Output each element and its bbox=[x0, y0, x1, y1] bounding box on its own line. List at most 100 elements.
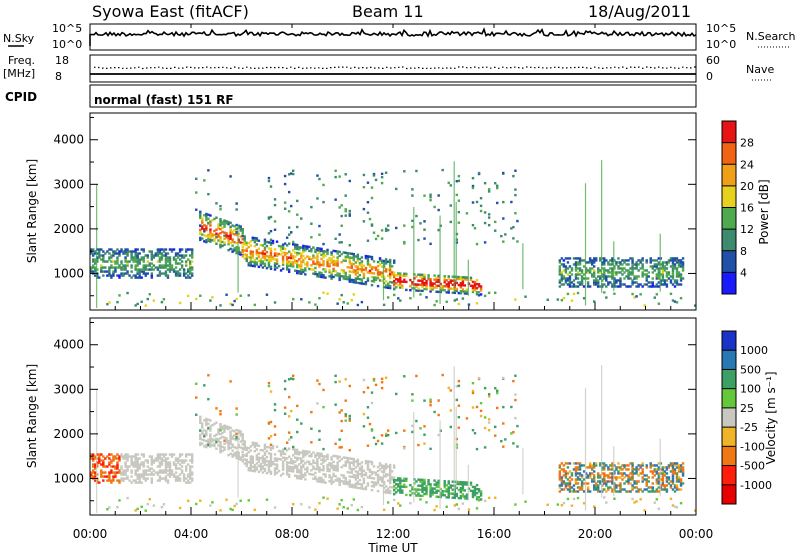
power-cell bbox=[306, 263, 309, 266]
power-cell bbox=[562, 265, 566, 268]
velocity-cell bbox=[390, 476, 394, 479]
velocity-cell bbox=[178, 477, 182, 480]
velocity-cell bbox=[635, 490, 638, 493]
power-cell bbox=[635, 275, 638, 278]
velocity-cell bbox=[318, 382, 321, 386]
power-cell bbox=[483, 294, 487, 298]
velocity-cell bbox=[560, 484, 564, 487]
velocity-cell bbox=[150, 463, 154, 466]
velocity-cell bbox=[217, 428, 220, 431]
velocity-cell bbox=[615, 478, 618, 481]
velocity-cell bbox=[580, 482, 584, 485]
velocity-cell bbox=[318, 454, 321, 457]
power-cell bbox=[292, 297, 295, 301]
power-cell bbox=[384, 171, 388, 174]
power-cell bbox=[324, 250, 327, 253]
velocity-cell bbox=[643, 474, 646, 477]
power-cell bbox=[679, 273, 683, 276]
power-cell bbox=[562, 275, 566, 278]
velocity-cell bbox=[188, 475, 192, 478]
velocity-cell bbox=[229, 432, 232, 436]
power-cell bbox=[160, 248, 164, 251]
power-cell bbox=[130, 254, 133, 257]
velocity-cell bbox=[590, 478, 594, 481]
power-cell bbox=[592, 300, 596, 303]
power-cell bbox=[306, 255, 309, 258]
velocity-cell bbox=[150, 461, 154, 464]
power-cell bbox=[427, 278, 430, 281]
power-cell bbox=[285, 236, 289, 239]
velocity-cell bbox=[380, 386, 384, 390]
velocity-cell bbox=[100, 463, 103, 466]
power-cell bbox=[334, 264, 337, 267]
velocity-cell bbox=[156, 457, 160, 460]
velocity-cell bbox=[453, 480, 457, 484]
velocity-cell bbox=[126, 469, 129, 472]
velocity-cell bbox=[665, 476, 669, 479]
velocity-cell bbox=[229, 434, 232, 438]
velocity-cell bbox=[437, 481, 440, 485]
velocity-cell bbox=[134, 481, 137, 484]
velocity-cell bbox=[348, 414, 351, 418]
velocity-cell bbox=[605, 480, 608, 483]
velocity-cell bbox=[328, 480, 331, 483]
velocity-cell bbox=[679, 468, 683, 471]
velocity-cell bbox=[176, 475, 180, 478]
power-cell bbox=[188, 262, 192, 265]
power-cell bbox=[592, 279, 596, 282]
velocity-cell bbox=[453, 494, 457, 498]
velocity-cell bbox=[362, 473, 366, 477]
power-cell bbox=[611, 267, 614, 270]
velocity-cell bbox=[287, 395, 291, 399]
power-cell bbox=[657, 277, 661, 280]
velocity-cell bbox=[205, 429, 208, 433]
velocity-cell bbox=[366, 468, 370, 471]
velocity-cell bbox=[124, 457, 127, 460]
time-x-axis: 00:00 04:00 08:00 12:00 16:00 20:00 00:00 bbox=[73, 24, 713, 541]
power-cell bbox=[425, 285, 428, 289]
velocity-cell bbox=[235, 456, 238, 460]
velocity-cell bbox=[235, 454, 238, 458]
velocity-cell bbox=[580, 464, 584, 467]
power-cell bbox=[237, 252, 240, 256]
velocity-cell bbox=[261, 465, 265, 468]
velocity-cell bbox=[108, 473, 111, 476]
power-cell bbox=[134, 254, 137, 257]
power-cell bbox=[657, 267, 661, 270]
velocity-cell bbox=[205, 439, 208, 443]
power-streak bbox=[382, 263, 385, 301]
velocity-cell bbox=[645, 474, 648, 477]
power-cell bbox=[178, 272, 182, 275]
power-cell bbox=[118, 294, 121, 297]
power-cell bbox=[231, 240, 234, 243]
power-cell bbox=[249, 250, 252, 253]
velocity-cell bbox=[269, 448, 273, 451]
power-cell bbox=[172, 256, 176, 259]
velocity-cell bbox=[271, 462, 275, 466]
velocity-cell bbox=[390, 478, 394, 481]
velocity-cell bbox=[328, 462, 331, 465]
power-cell bbox=[298, 270, 301, 273]
velocity-cell bbox=[635, 466, 638, 469]
power-cell bbox=[114, 262, 117, 265]
velocity-cell bbox=[124, 453, 127, 456]
velocity-cell bbox=[219, 413, 222, 416]
power-cell bbox=[332, 255, 335, 259]
power-cell bbox=[679, 297, 683, 300]
velocity-cell bbox=[340, 498, 343, 502]
power-cell bbox=[255, 237, 259, 240]
velocity-cell bbox=[336, 465, 339, 468]
velocity-cell bbox=[219, 441, 222, 444]
freq-label: Freq. bbox=[8, 54, 35, 67]
velocity-cell bbox=[459, 480, 463, 484]
velocity-cell bbox=[372, 485, 376, 488]
power-cell bbox=[681, 263, 685, 266]
power-cell bbox=[366, 239, 370, 242]
power-cell bbox=[146, 268, 149, 271]
velocity-cell bbox=[358, 486, 362, 490]
velocity-cell bbox=[328, 470, 331, 473]
power-cell bbox=[273, 254, 277, 257]
power-cell bbox=[619, 271, 622, 274]
velocity-cell bbox=[611, 482, 614, 485]
power-cell bbox=[603, 269, 606, 272]
